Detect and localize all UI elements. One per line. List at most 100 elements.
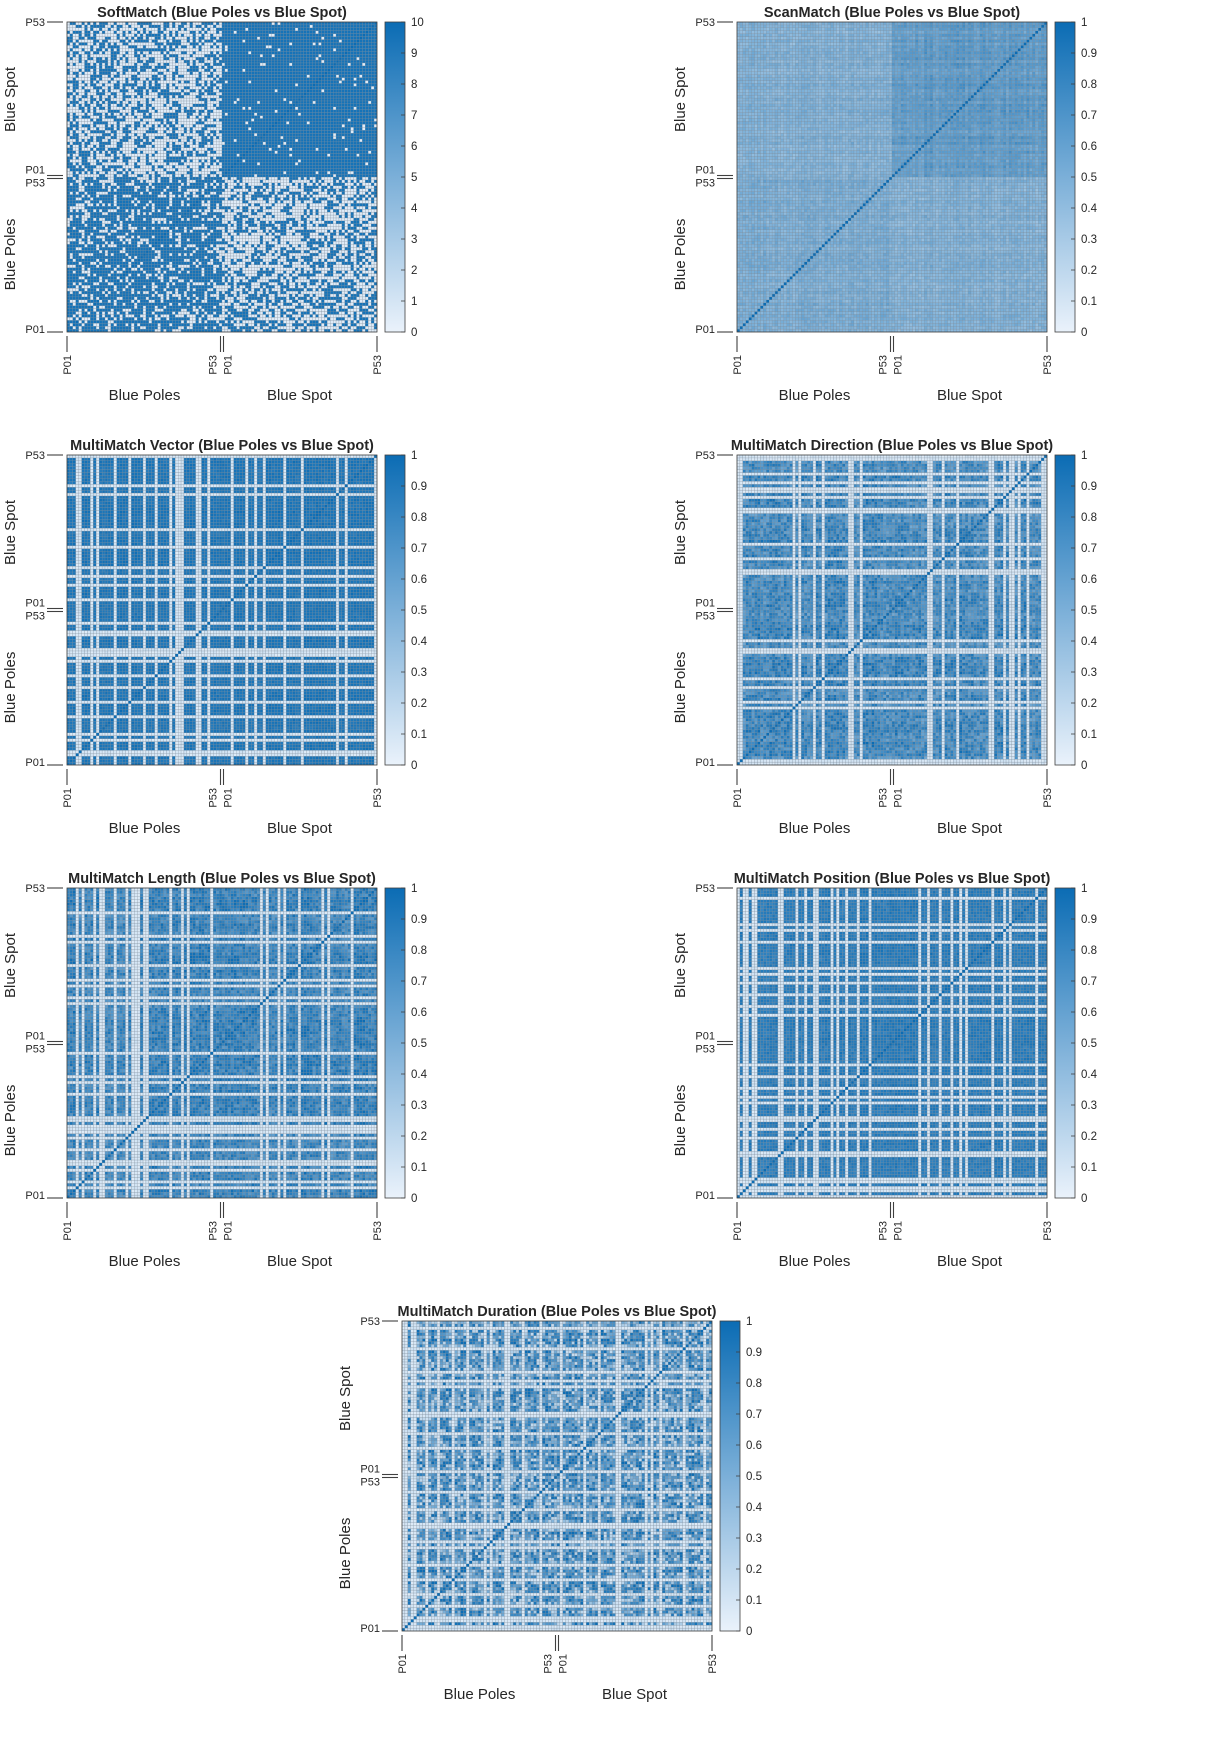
- heatmap-cell: [345, 282, 348, 285]
- heatmap-cell: [260, 300, 263, 303]
- heatmap-cell: [155, 279, 158, 282]
- heatmap-cell: [87, 282, 90, 285]
- heatmap-cell: [199, 288, 202, 291]
- heatmap-cell: [357, 297, 360, 300]
- heatmap-cell: [301, 297, 304, 300]
- heatmap-cell: [362, 274, 365, 277]
- heatmap-cell: [158, 241, 161, 244]
- heatmap-cell: [143, 244, 146, 247]
- heatmap-cell: [295, 262, 298, 265]
- heatmap-cell: [333, 294, 336, 297]
- heatmap-cell: [102, 192, 105, 195]
- heatmap-cell: [225, 276, 228, 279]
- heatmap-cell: [169, 282, 172, 285]
- heatmap-cell: [216, 212, 219, 215]
- heatmap-cell: [298, 279, 301, 282]
- heatmap-cell: [371, 256, 374, 259]
- heatmap-cell: [263, 197, 266, 200]
- heatmap-cell: [368, 274, 371, 277]
- heatmap-cell: [196, 238, 199, 241]
- heatmap-cell: [295, 288, 298, 291]
- heatmap-cell: [368, 230, 371, 233]
- heatmap-cell: [319, 279, 322, 282]
- heatmap-cell: [99, 309, 102, 312]
- heatmap-cell: [166, 200, 169, 203]
- heatmap-cell: [260, 288, 263, 291]
- heatmap-cell: [131, 300, 134, 303]
- heatmap-cell: [67, 197, 70, 200]
- heatmap-cell: [301, 233, 304, 236]
- heatmap-cell: [137, 306, 140, 309]
- heatmap-cell: [149, 235, 152, 238]
- heatmap-cell: [272, 329, 275, 332]
- heatmap-cell: [175, 224, 178, 227]
- heatmap-cell: [266, 197, 269, 200]
- heatmap-cell: [242, 265, 245, 268]
- heatmap-cell: [231, 276, 234, 279]
- heatmap-cell: [237, 329, 240, 332]
- heatmap-cell: [222, 329, 225, 332]
- heatmap-cell: [307, 271, 310, 274]
- heatmap-cell: [128, 274, 131, 277]
- heatmap-cell: [304, 294, 307, 297]
- heatmap-cell: [292, 195, 295, 198]
- heatmap-cell: [187, 212, 190, 215]
- heatmap-cell: [310, 271, 313, 274]
- heatmap-cell: [114, 268, 117, 271]
- heatmap-cell: [99, 203, 102, 206]
- heatmap-cell: [202, 317, 205, 320]
- heatmap-cell: [266, 271, 269, 274]
- heatmap-cell: [102, 297, 105, 300]
- heatmap-cell: [245, 235, 248, 238]
- heatmap-cell: [219, 279, 222, 282]
- heatmap-cell: [187, 241, 190, 244]
- heatmap-cell: [76, 262, 79, 265]
- heatmap-cell: [286, 282, 289, 285]
- heatmap-cell: [76, 256, 79, 259]
- heatmap-cell: [87, 303, 90, 306]
- heatmap-cell: [210, 250, 213, 253]
- heatmap-cell: [199, 230, 202, 233]
- heatmap-cell: [351, 329, 354, 332]
- heatmap-cell: [348, 329, 351, 332]
- heatmap-cell: [196, 247, 199, 250]
- heatmap-cell: [102, 271, 105, 274]
- heatmap-cell: [298, 206, 301, 209]
- heatmap-cell: [298, 271, 301, 274]
- heatmap-cell: [365, 329, 368, 332]
- heatmap-cell: [362, 235, 365, 238]
- heatmap-cell: [120, 244, 123, 247]
- heatmap-cell: [166, 288, 169, 291]
- heatmap-cell: [131, 244, 134, 247]
- heatmap-cell: [283, 227, 286, 230]
- heatmap-cell: [286, 262, 289, 265]
- heatmap-cell: [79, 224, 82, 227]
- heatmap-cell: [231, 291, 234, 294]
- heatmap-cell: [371, 235, 374, 238]
- heatmap-cell: [169, 268, 172, 271]
- heatmap-cell: [319, 197, 322, 200]
- heatmap-cell: [108, 218, 111, 221]
- heatmap-cell: [310, 227, 313, 230]
- heatmap-cell: [333, 221, 336, 224]
- heatmap-cell: [345, 309, 348, 312]
- heatmap-cell: [213, 238, 216, 241]
- heatmap-cell: [257, 329, 260, 332]
- heatmap-cell: [152, 230, 155, 233]
- heatmap-cell: [225, 268, 228, 271]
- heatmap-cell: [242, 297, 245, 300]
- heatmap-cell: [254, 285, 257, 288]
- heatmap-cell: [181, 224, 184, 227]
- heatmap-cell: [371, 288, 374, 291]
- heatmap-cell: [242, 323, 245, 326]
- heatmap-cell: [202, 279, 205, 282]
- heatmap-cell: [269, 323, 272, 326]
- heatmap-cell: [210, 197, 213, 200]
- heatmap-cell: [73, 195, 76, 198]
- heatmap-cell: [155, 288, 158, 291]
- heatmap-cell: [359, 206, 362, 209]
- heatmap-cell: [251, 230, 254, 233]
- heatmap-cell: [196, 209, 199, 212]
- heatmap-cell: [345, 200, 348, 203]
- heatmap-cell: [324, 200, 327, 203]
